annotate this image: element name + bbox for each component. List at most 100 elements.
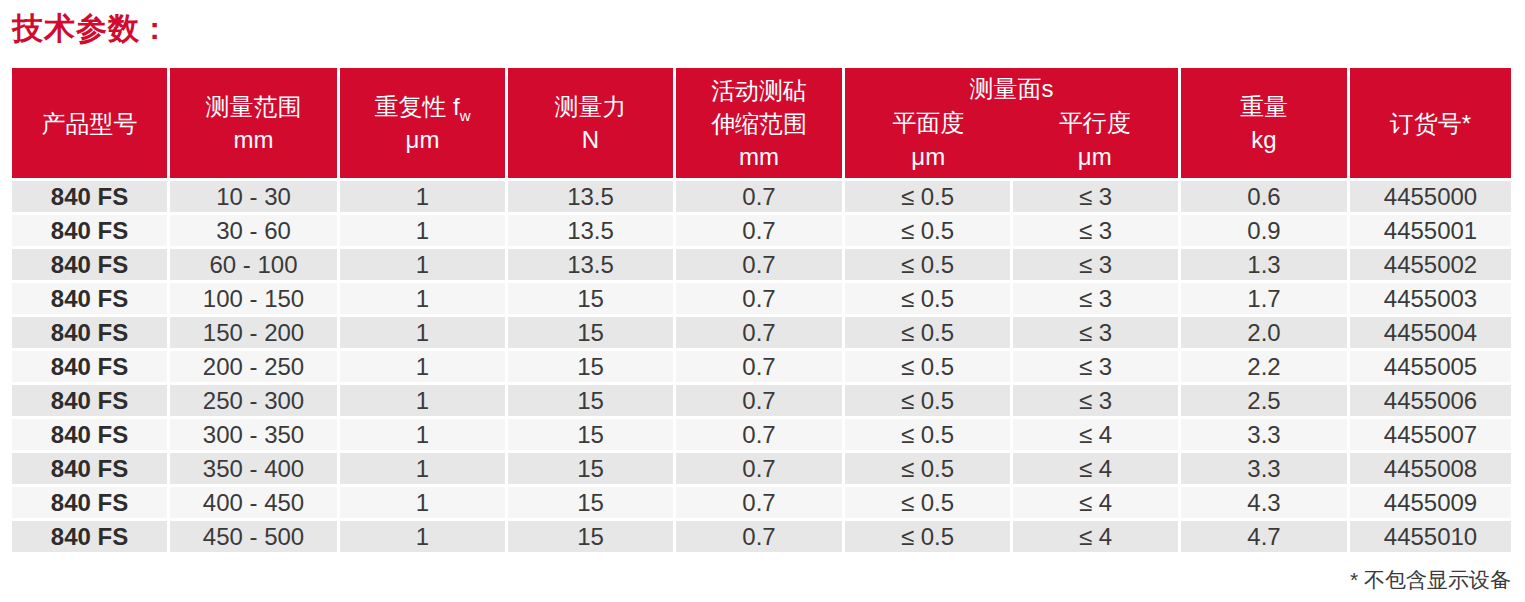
cell-parallelism: ≤ 4 (1013, 521, 1178, 552)
cell-force: 15 (508, 317, 673, 348)
cell-flatness: ≤ 0.5 (845, 283, 1010, 314)
cell-model: 840 FS (12, 181, 167, 212)
header-label: 产品型号 (12, 107, 167, 140)
cell-anvil_travel: 0.7 (676, 215, 842, 246)
cell-parallelism: ≤ 4 (1013, 419, 1178, 450)
cell-repeatability: 1 (340, 521, 505, 552)
table-row: 840 FS10 - 30113.50.7≤ 0.5≤ 30.64455000 (12, 181, 1511, 212)
spec-table-body: 840 FS10 - 30113.50.7≤ 0.5≤ 30.644550008… (12, 181, 1511, 552)
cell-repeatability: 1 (340, 385, 505, 416)
cell-model: 840 FS (12, 385, 167, 416)
cell-repeatability: 1 (340, 283, 505, 314)
header-unit: mm (170, 123, 337, 156)
cell-order_no: 4455000 (1350, 181, 1511, 212)
cell-range: 150 - 200 (170, 317, 337, 348)
cell-model: 840 FS (12, 249, 167, 280)
footnote: * 不包含显示设备 (12, 566, 1513, 594)
cell-repeatability: 1 (340, 181, 505, 212)
header-label: 订货号* (1350, 107, 1511, 140)
cell-anvil_travel: 0.7 (676, 385, 842, 416)
cell-parallelism: ≤ 3 (1013, 283, 1178, 314)
header-label: 测量范围 (170, 90, 337, 123)
header-cell-force: 测量力 N (508, 68, 673, 178)
cell-order_no: 4455006 (1350, 385, 1511, 416)
cell-range: 400 - 450 (170, 487, 337, 518)
cell-weight: 3.3 (1181, 419, 1347, 450)
cell-anvil_travel: 0.7 (676, 249, 842, 280)
header-cell-model: 产品型号 (12, 68, 167, 178)
cell-weight: 2.0 (1181, 317, 1347, 348)
cell-force: 15 (508, 487, 673, 518)
page-title: 技术参数 : (12, 8, 1513, 50)
cell-anvil_travel: 0.7 (676, 317, 842, 348)
header-label: 重量 (1181, 90, 1347, 123)
cell-order_no: 4455010 (1350, 521, 1511, 552)
cell-anvil_travel: 0.7 (676, 283, 842, 314)
cell-order_no: 4455005 (1350, 351, 1511, 382)
header-label: 活动测砧 (676, 74, 842, 107)
cell-model: 840 FS (12, 317, 167, 348)
cell-anvil_travel: 0.7 (676, 419, 842, 450)
cell-force: 13.5 (508, 249, 673, 280)
cell-order_no: 4455002 (1350, 249, 1511, 280)
cell-force: 15 (508, 385, 673, 416)
cell-range: 60 - 100 (170, 249, 337, 280)
cell-weight: 2.2 (1181, 351, 1347, 382)
cell-force: 13.5 (508, 181, 673, 212)
cell-model: 840 FS (12, 487, 167, 518)
cell-model: 840 FS (12, 351, 167, 382)
header-cell-weight: 重量 kg (1181, 68, 1347, 178)
header-label: 平面度 (845, 106, 1012, 140)
header-subcell-flatness: 平面度 μm (845, 106, 1012, 174)
cell-order_no: 4455004 (1350, 317, 1511, 348)
cell-force: 15 (508, 453, 673, 484)
cell-flatness: ≤ 0.5 (845, 249, 1010, 280)
cell-anvil_travel: 0.7 (676, 453, 842, 484)
cell-parallelism: ≤ 3 (1013, 249, 1178, 280)
table-row: 840 FS200 - 2501150.7≤ 0.5≤ 32.24455005 (12, 351, 1511, 382)
cell-flatness: ≤ 0.5 (845, 385, 1010, 416)
cell-model: 840 FS (12, 521, 167, 552)
header-cell-measuring-faces-group: 测量面s 平面度 μm 平行度 μm (845, 68, 1178, 178)
header-cell-order-no: 订货号* (1350, 68, 1511, 178)
cell-repeatability: 1 (340, 249, 505, 280)
table-row: 840 FS30 - 60113.50.7≤ 0.5≤ 30.94455001 (12, 215, 1511, 246)
header-subcell-parallelism: 平行度 μm (1012, 106, 1179, 174)
table-row: 840 FS150 - 2001150.7≤ 0.5≤ 32.04455004 (12, 317, 1511, 348)
table-row: 840 FS60 - 100113.50.7≤ 0.5≤ 31.34455002 (12, 249, 1511, 280)
table-row: 840 FS250 - 3001150.7≤ 0.5≤ 32.54455006 (12, 385, 1511, 416)
header-cell-anvil-travel: 活动测砧 伸缩范围 mm (676, 68, 842, 178)
cell-parallelism: ≤ 3 (1013, 351, 1178, 382)
header-unit: mm (676, 140, 842, 173)
cell-weight: 4.7 (1181, 521, 1347, 552)
header-unit: N (508, 123, 673, 156)
cell-parallelism: ≤ 4 (1013, 453, 1178, 484)
cell-order_no: 4455001 (1350, 215, 1511, 246)
cell-flatness: ≤ 0.5 (845, 453, 1010, 484)
cell-anvil_travel: 0.7 (676, 487, 842, 518)
header-label: 伸缩范围 (676, 107, 842, 140)
cell-force: 15 (508, 351, 673, 382)
cell-anvil_travel: 0.7 (676, 181, 842, 212)
cell-weight: 1.7 (1181, 283, 1347, 314)
cell-flatness: ≤ 0.5 (845, 419, 1010, 450)
cell-flatness: ≤ 0.5 (845, 215, 1010, 246)
cell-repeatability: 1 (340, 351, 505, 382)
cell-repeatability: 1 (340, 215, 505, 246)
cell-weight: 4.3 (1181, 487, 1347, 518)
cell-flatness: ≤ 0.5 (845, 181, 1010, 212)
cell-range: 350 - 400 (170, 453, 337, 484)
spec-table: 产品型号 测量范围 mm 重复性 fw μm 测量力 N 活动测砧 伸缩范围 (9, 65, 1514, 555)
cell-weight: 1.3 (1181, 249, 1347, 280)
cell-force: 13.5 (508, 215, 673, 246)
cell-model: 840 FS (12, 453, 167, 484)
cell-range: 450 - 500 (170, 521, 337, 552)
table-row: 840 FS300 - 3501150.7≤ 0.5≤ 43.34455007 (12, 419, 1511, 450)
cell-range: 30 - 60 (170, 215, 337, 246)
cell-range: 300 - 350 (170, 419, 337, 450)
table-row: 840 FS100 - 1501150.7≤ 0.5≤ 31.74455003 (12, 283, 1511, 314)
page: 技术参数 : 产品型号 测量范围 mm 重复性 fw μm (0, 0, 1525, 594)
cell-force: 15 (508, 419, 673, 450)
header-label: 重复性 fw (340, 90, 505, 123)
cell-weight: 0.6 (1181, 181, 1347, 212)
